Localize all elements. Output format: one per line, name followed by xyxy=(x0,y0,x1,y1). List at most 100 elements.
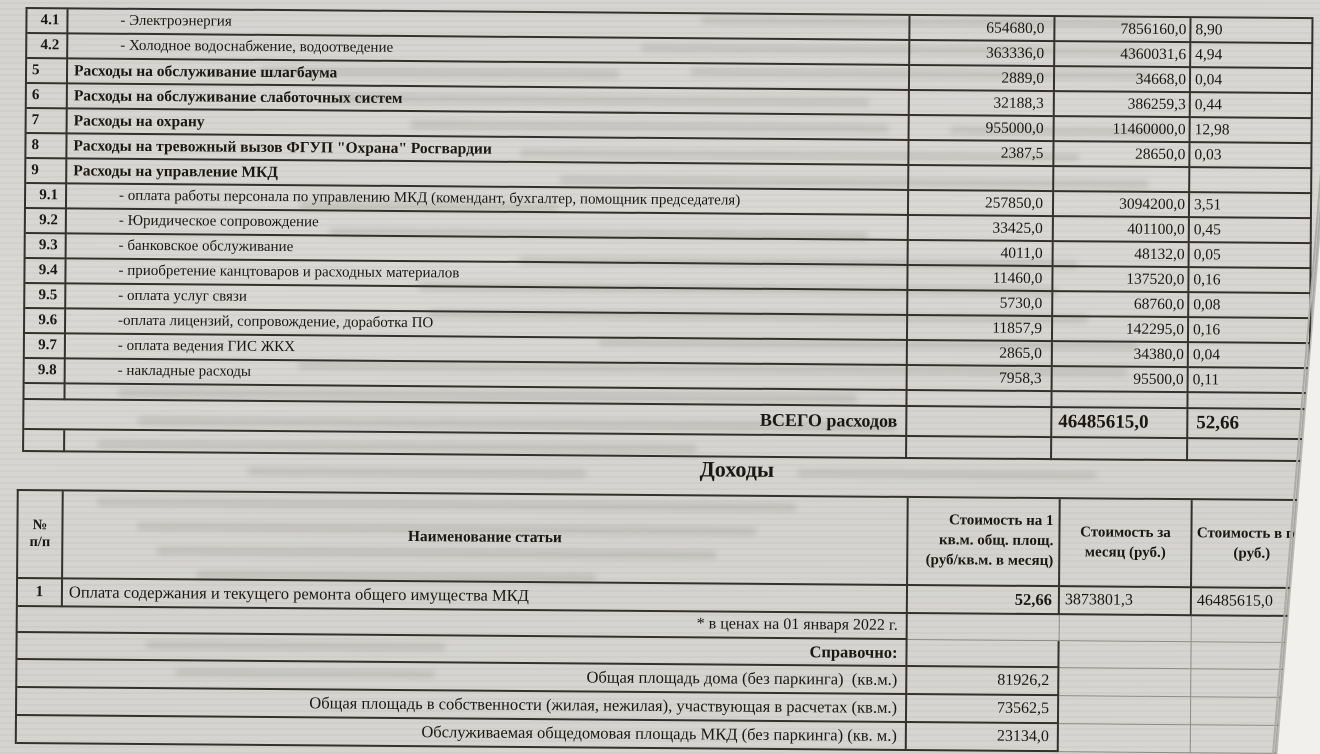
rate-cell: 0,04 xyxy=(1190,68,1314,95)
row-number-cell: 6 xyxy=(26,84,68,110)
header-number-cell: № п/п xyxy=(18,490,64,580)
empty-cell xyxy=(907,613,1060,642)
empty-cell xyxy=(907,390,1053,409)
row-number-cell: 9.8 xyxy=(24,359,66,385)
expenses-table: 4.1 - Электроэнергия 654680,0 7856160,0 … xyxy=(22,7,1314,463)
reference-value-cell: 23134,0 xyxy=(906,722,1059,753)
header-number-line2: п/п xyxy=(29,534,51,551)
monthly-cost-cell: 4011,0 xyxy=(908,240,1054,268)
income-table: № п/п Наименование статьи Стоимость на 1… xyxy=(14,488,1314,754)
empty-cell xyxy=(1188,393,1311,411)
yearly-cost-cell: 4360031,6 xyxy=(1055,42,1192,69)
rate-cell: 4,94 xyxy=(1191,43,1314,70)
monthly-cost-cell: 2387,5 xyxy=(909,140,1055,168)
monthly-cost-cell: 11460,0 xyxy=(908,265,1054,293)
empty-cell xyxy=(1059,668,1192,698)
monthly-cost-cell: 654680,0 xyxy=(910,15,1056,43)
reference-value-cell: 81926,2 xyxy=(907,666,1060,697)
header-number-line1: № xyxy=(32,516,48,533)
rate-cell: 0,11 xyxy=(1188,368,1311,395)
empty-cell xyxy=(1059,615,1192,643)
empty-cell xyxy=(24,430,66,453)
monthly-cost-cell: 7958,3 xyxy=(907,365,1053,393)
row-number-cell: 9.2 xyxy=(25,209,67,235)
empty-cell xyxy=(1059,641,1192,670)
rate-cell: 0,16 xyxy=(1189,268,1312,295)
monthly-cost-cell: 32188,3 xyxy=(909,90,1055,118)
empty-cell xyxy=(907,436,1053,461)
monthly-cost-cell: 257850,0 xyxy=(908,190,1055,218)
reference-value-cell: 73562,5 xyxy=(906,694,1060,725)
yearly-cost-cell: 11460000,0 xyxy=(1054,117,1191,144)
rate-cell: 8,90 xyxy=(1191,18,1314,45)
row-number-cell: 8 xyxy=(26,134,68,160)
monthly-cost-cell: 363336,0 xyxy=(910,40,1056,68)
row-number-cell: 4.1 xyxy=(27,9,69,35)
rate-cell: 3,51 xyxy=(1189,193,1313,220)
yearly-cost-cell: 68760,0 xyxy=(1053,292,1190,319)
empty-cell xyxy=(1191,642,1313,671)
empty-cell xyxy=(1190,697,1313,727)
row-number-cell: 9.1 xyxy=(25,184,68,210)
row-number-cell: 1 xyxy=(17,578,64,608)
monthly-cost-cell: 955000,0 xyxy=(909,115,1055,143)
row-number-cell: 4.2 xyxy=(27,34,69,60)
total-yearly-cell: 46485615,0 xyxy=(1052,408,1189,440)
yearly-value-cell: 46485615,0 xyxy=(1191,588,1314,618)
yearly-cost-cell: 34380,0 xyxy=(1052,342,1189,369)
empty-cell xyxy=(24,384,66,401)
header-monthly-cell: Стоимость за месяц (руб.) xyxy=(1060,499,1193,589)
empty-cell xyxy=(1052,392,1189,410)
empty-cell xyxy=(907,639,1060,669)
empty-cell xyxy=(1191,669,1313,699)
rate-cell: 0,44 xyxy=(1190,93,1313,120)
income-header-row: № п/п Наименование статьи Стоимость на 1… xyxy=(18,490,1314,590)
bleed-through-layer xyxy=(1,0,1320,679)
row-number-cell: 9.5 xyxy=(25,284,67,310)
rate-cell: 0,04 xyxy=(1188,343,1311,370)
header-per-sqm-cell: Стоимость на 1 кв.м. общ. площ. (руб/кв.… xyxy=(908,497,1061,588)
yearly-cost-cell: 48132,0 xyxy=(1053,242,1190,269)
monthly-cost-cell: 33425,0 xyxy=(908,215,1054,243)
row-number-cell: 9.3 xyxy=(25,234,67,260)
yearly-cost-cell: 142295,0 xyxy=(1052,317,1190,344)
rate-cell: 0,45 xyxy=(1189,218,1312,245)
monthly-cost-cell xyxy=(909,165,1055,193)
header-name-cell: Наименование статьи xyxy=(63,491,909,586)
rate-cell: 0,08 xyxy=(1189,293,1312,320)
rate-cell: 0,05 xyxy=(1189,243,1312,270)
monthly-cost-cell: 11857,9 xyxy=(907,315,1054,343)
header-yearly-cell: Стоимость в год (руб.) xyxy=(1192,500,1314,590)
per-sqm-value-cell: 52,66 xyxy=(907,585,1061,616)
row-number-cell: 9.4 xyxy=(25,259,67,285)
row-number-cell: 9.6 xyxy=(24,309,67,335)
monthly-cost-cell: 5730,0 xyxy=(908,290,1054,318)
reference-label: Обслуживаемая общедомовая площадь МКД (б… xyxy=(16,715,907,751)
rate-cell xyxy=(1190,168,1313,195)
yearly-cost-cell: 137520,0 xyxy=(1053,267,1190,294)
rate-cell: 0,16 xyxy=(1188,318,1312,345)
yearly-cost-cell: 28650,0 xyxy=(1054,142,1191,169)
empty-cell xyxy=(1058,724,1191,754)
empty-cell xyxy=(1188,439,1311,463)
income-section-title: Доходы xyxy=(699,456,775,482)
empty-cell xyxy=(1190,725,1312,754)
yearly-cost-cell xyxy=(1054,167,1191,194)
empty-cell xyxy=(1052,438,1189,462)
rate-cell: 12,98 xyxy=(1190,118,1313,145)
yearly-cost-cell: 401100,0 xyxy=(1053,217,1190,244)
yearly-cost-cell: 386259,3 xyxy=(1054,92,1191,119)
empty-cell xyxy=(1191,616,1313,644)
row-number-cell: 9.7 xyxy=(24,334,66,360)
yearly-cost-cell: 34668,0 xyxy=(1054,67,1192,94)
empty-cell xyxy=(1058,696,1192,726)
monthly-cost-cell: 2865,0 xyxy=(907,340,1053,368)
row-number-cell: 9 xyxy=(26,159,68,185)
rate-cell: 0,03 xyxy=(1190,143,1313,170)
yearly-cost-cell: 3094200,0 xyxy=(1053,192,1191,219)
bleed-through-smudge xyxy=(246,466,587,479)
row-number-cell: 5 xyxy=(26,59,69,85)
monthly-cost-cell: 2889,0 xyxy=(909,65,1056,93)
